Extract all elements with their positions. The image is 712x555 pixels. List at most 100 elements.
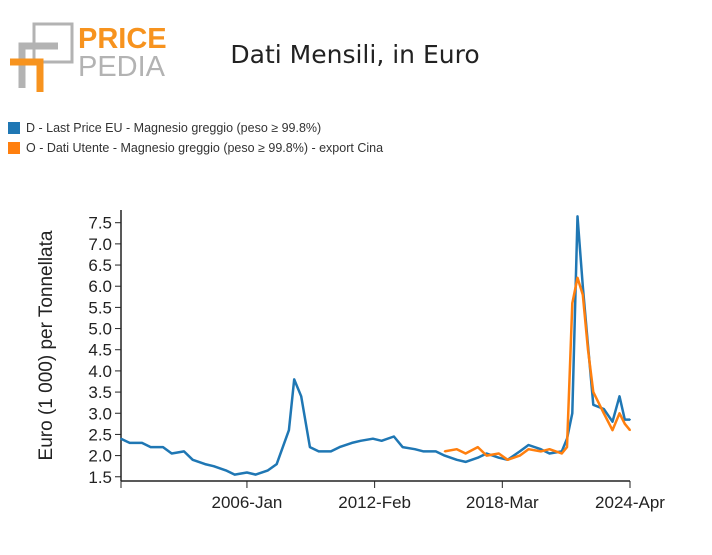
data-point-o (566, 446, 568, 449)
data-point-d (455, 458, 458, 461)
y-tick-label: 7.5 (88, 214, 112, 233)
data-point-d (576, 215, 579, 218)
data-point-d (300, 395, 303, 398)
data-point-d (629, 418, 631, 421)
data-point-d (592, 403, 595, 406)
data-point-o (602, 412, 605, 415)
y-tick-label: 3.0 (88, 404, 112, 423)
data-point-o (518, 454, 521, 457)
legend-label-d: D - Last Price EU - Magnesio greggio (pe… (26, 121, 322, 135)
data-point-d (225, 469, 227, 472)
y-tick-label: 2.5 (88, 425, 112, 444)
data-point-d (611, 420, 614, 423)
data-point-o (571, 302, 574, 305)
x-tick-label: 2012-Feb (338, 493, 411, 512)
data-point-o (455, 448, 458, 451)
data-point-d (581, 285, 584, 288)
data-point-d (317, 450, 320, 453)
y-tick-label: 4.5 (88, 341, 112, 360)
data-point-d (539, 448, 542, 451)
legend-label-o: O - Dati Utente - Magnesio greggio (peso… (26, 141, 384, 155)
y-tick-label: 2.0 (88, 447, 112, 466)
data-point-d (618, 395, 621, 398)
data-point-d (128, 441, 131, 444)
y-tick-label: 6.5 (88, 256, 112, 275)
data-point-o (623, 422, 626, 425)
data-point-d (191, 458, 194, 461)
y-tick-label: 5.5 (88, 298, 112, 317)
data-point-o (611, 429, 614, 432)
data-point-d (267, 469, 269, 472)
data-point-d (518, 450, 521, 453)
data-point-d (401, 446, 404, 449)
data-point-o (592, 391, 595, 393)
data-point-d (246, 471, 248, 474)
y-tick-label: 7.0 (88, 235, 112, 254)
data-point-o (539, 450, 542, 453)
data-point-d (359, 439, 362, 442)
data-point-o (587, 348, 589, 351)
y-tick-label: 1.5 (88, 468, 112, 487)
y-axis-label: Euro (1 000) per Tonnellata (36, 230, 57, 460)
data-point-o (581, 293, 584, 296)
legend-swatch-d (8, 122, 20, 134)
data-point-d (380, 439, 383, 442)
y-tick-label: 3.5 (88, 383, 112, 402)
chart-legend: D - Last Price EU - Magnesio greggio (pe… (8, 118, 383, 158)
y-tick-label: 4.0 (88, 362, 112, 381)
data-point-d (350, 441, 353, 444)
data-point-d (548, 452, 551, 455)
data-point-d (602, 408, 605, 410)
data-point-o (485, 454, 488, 457)
data-point-d (183, 450, 185, 453)
legend-item-o[interactable]: O - Dati Utente - Magnesio greggio (peso… (8, 138, 383, 158)
data-point-d (204, 463, 206, 465)
data-point-d (338, 446, 341, 449)
data-point-d (288, 429, 290, 432)
data-point-o (464, 452, 467, 455)
data-point-o (476, 446, 479, 449)
data-point-d (392, 435, 395, 438)
logo-bracket-orange (10, 58, 44, 92)
data-point-d (527, 444, 530, 446)
data-point-o (527, 448, 530, 451)
data-point-d (443, 454, 446, 457)
x-tick-label: 2024-Apr (595, 493, 665, 512)
data-point-o (443, 450, 446, 453)
data-point-d (476, 456, 479, 459)
data-point-d (422, 450, 425, 453)
y-tick-label: 6.0 (88, 277, 112, 296)
data-point-d (149, 446, 152, 449)
data-point-d (120, 437, 122, 440)
data-point-o (629, 429, 631, 432)
data-point-d (309, 446, 311, 449)
legend-swatch-o (8, 142, 20, 154)
data-point-d (254, 473, 257, 476)
data-point-d (413, 448, 416, 451)
data-point-d (497, 456, 500, 459)
data-point-d (275, 463, 278, 465)
series-line-d (120, 215, 630, 476)
y-tick-label: 5.0 (88, 320, 112, 339)
data-point-d (170, 452, 173, 455)
series-line-o (444, 276, 631, 462)
data-point-d (162, 446, 164, 449)
data-point-o (618, 412, 621, 415)
x-tick-label: 2018-Mar (466, 493, 539, 512)
data-point-o (506, 458, 509, 461)
logo-text-pedia: PEDIA (78, 51, 166, 83)
logo-text-price: PRICE (78, 23, 167, 55)
data-point-d (464, 461, 467, 463)
logo-bracket-gray (18, 42, 58, 88)
data-point-d (434, 450, 437, 453)
data-point-o (548, 448, 551, 451)
data-point-d (212, 465, 215, 468)
data-point-d (141, 441, 143, 444)
chart-title: Dati Mensili, in Euro (230, 40, 480, 69)
data-point-d (371, 437, 374, 440)
legend-item-d[interactable]: D - Last Price EU - Magnesio greggio (pe… (8, 118, 383, 138)
pricepedia-logo: PRICE PEDIA (10, 22, 167, 92)
data-point-d (329, 450, 332, 453)
data-point-o (576, 276, 579, 279)
